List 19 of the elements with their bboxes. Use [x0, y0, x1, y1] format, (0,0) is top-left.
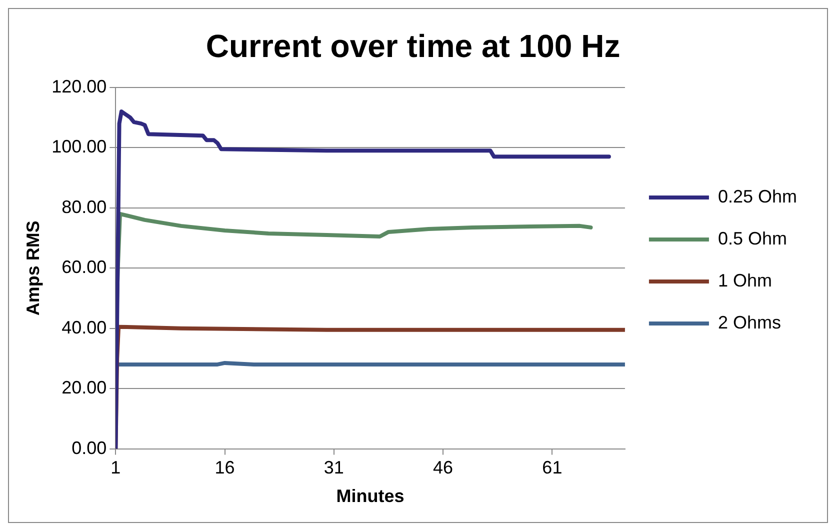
x-tick-label: 31 [324, 458, 344, 478]
x-axis-title: Minutes [336, 486, 404, 506]
x-tick-label: 46 [433, 458, 454, 478]
legend-label: 1 Ohm [718, 270, 772, 290]
chart-title: Current over time at 100 Hz [206, 28, 620, 64]
x-tick-label: 16 [214, 458, 235, 478]
y-tick-label: 100.00 [52, 136, 107, 157]
legend-label: 2 Ohms [718, 312, 781, 332]
y-tick-label: 80.00 [62, 196, 107, 217]
x-tick-label: 1 [110, 458, 121, 478]
legend-label: 0.5 Ohm [718, 228, 787, 248]
y-tick-label: 40.00 [62, 317, 107, 338]
y-tick-label: 0.00 [72, 438, 107, 458]
legend-label: 0.25 Ohm [718, 186, 798, 206]
x-tick-label: 61 [542, 458, 562, 478]
y-tick-label: 60.00 [62, 257, 107, 278]
y-tick-label: 120.00 [52, 76, 107, 96]
y-axis-title: Amps RMS [22, 220, 43, 316]
y-tick-label: 20.00 [62, 378, 107, 398]
